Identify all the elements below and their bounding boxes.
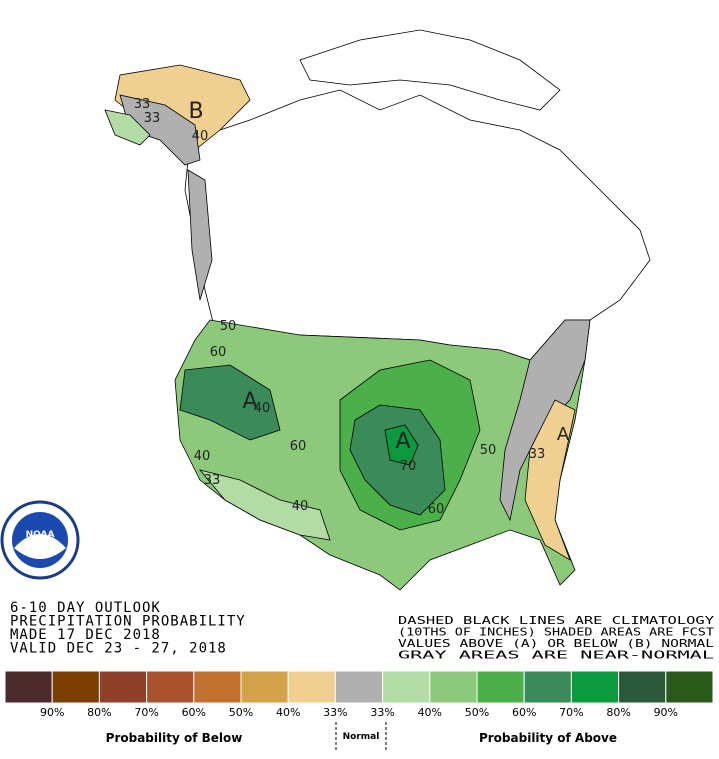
arctic-islands [299,29,561,111]
legend-swatch [570,670,620,704]
legend-label: 60% [182,706,206,719]
contour-label: A [242,389,257,414]
contour-label: B [188,99,203,124]
header-line: 6-10 DAY OUTLOOK [10,600,161,616]
legend-label: 33% [370,706,394,719]
contour-label: 40 [194,449,211,464]
contour-label: 50 [480,443,497,458]
contour-label: 33 [529,447,546,462]
legend-label: 90% [654,706,678,719]
map [104,29,651,591]
contour-label: 40 [254,401,271,416]
contour-label: 70 [400,459,417,474]
legend-swatch [4,670,53,704]
contour-label: A [395,429,410,454]
canada [184,89,651,361]
contour-label: 50 [220,319,237,334]
legend-swatch [665,670,714,704]
legend-label: 50% [465,706,489,719]
header-line: VALID DEC 23 - 27, 2018 [10,641,227,657]
contour-label: 33 [134,97,151,112]
contour-label: A [557,424,570,445]
contour-label: 60 [290,439,307,454]
legend-swatch [146,670,195,704]
header-line: PRECIPITATION PROBABILITY [10,614,246,630]
legend-label: 40% [276,706,300,719]
legend-swatch [334,670,384,704]
legend-swatch [51,670,100,704]
legend-swatch [523,670,572,704]
legend-swatch [287,670,336,704]
legend-label: 90% [40,706,64,719]
usa-east-tan [524,399,576,561]
alaska-green [104,109,151,146]
legend-label: 70% [134,706,158,719]
legend-label: 33% [323,706,347,719]
legend-below: Probability of Below [106,731,243,745]
legend-swatch [240,670,289,704]
contour-label: 33 [204,473,221,488]
note-line: VALUES ABOVE (A) OR BELOW (B) NORMAL [398,638,714,650]
pnw-coast [187,169,213,301]
legend-normal: Normal [343,732,380,742]
note-line: GRAY AREAS ARE NEAR-NORMAL [398,650,714,662]
notes: DASHED BLACK LINES ARE CLIMATOLOGY(10THS… [398,615,715,662]
legend-swatch [429,670,478,704]
header-line: MADE 17 DEC 2018 [10,627,161,643]
legend: 90% 80% 70% 60% 50% 40% 33% 33% 40% 50% 60% 70% 80% 9… [4,670,714,719]
usa-sw-light [198,469,331,541]
note-line: (10THS OF INCHES) SHADED AREAS ARE FCST [398,627,715,639]
note-line: DASHED BLACK LINES ARE CLIMATOLOGY [398,615,715,627]
contour-label: 40 [292,499,309,514]
svg-text:NOAA: NOAA [26,530,55,540]
contour-label: 60 [428,502,445,517]
legend-above: Probability of Above [479,731,617,745]
legend-swatch [476,670,525,704]
usa-core [384,424,419,466]
noaa-logo: NOAA [0,500,80,580]
legend-label: 60% [512,706,536,719]
legend-swatch [98,670,148,704]
legend-swatch [193,670,242,704]
legend-label: 80% [87,706,111,719]
legend-swatch [618,670,667,704]
contour-label: 40 [192,129,209,144]
legend-label: 70% [559,706,583,719]
contour-label: 60 [210,345,227,360]
legend-label: 40% [418,706,442,719]
legend-label: 50% [229,706,253,719]
contour-label: 33 [144,111,161,126]
usa-west-dark [179,364,281,441]
legend-label: 80% [606,706,630,719]
legend-swatch [382,670,431,704]
